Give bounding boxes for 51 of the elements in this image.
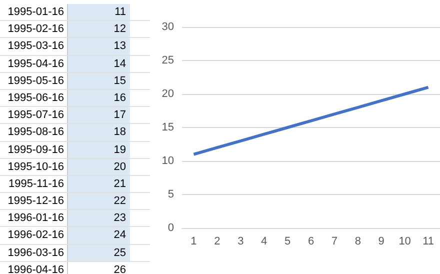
x-tick-label: 6: [308, 236, 314, 248]
y-tick-label: 0: [168, 222, 174, 234]
x-tick-label: 1: [190, 236, 197, 248]
text: 1995-09-16: [6, 142, 65, 158]
x-tick-label: 9: [378, 236, 384, 248]
text: 19: [67, 142, 130, 158]
text: 16: [67, 90, 130, 106]
text: 26: [67, 262, 130, 274]
text: 1995-12-16: [6, 194, 65, 210]
text: 1995-08-16: [6, 125, 65, 140]
text: 1996-03-16: [6, 246, 65, 261]
text: 18: [67, 124, 130, 140]
text: 1996-02-16: [6, 228, 65, 244]
text: 11: [67, 4, 130, 20]
text: 1995-02-16: [6, 22, 65, 38]
x-tick-label: 8: [354, 236, 361, 248]
text: 24: [67, 227, 130, 244]
x-tick-label: 7: [331, 236, 338, 248]
text: 1995-03-16: [6, 39, 65, 54]
line-series: [192, 86, 430, 156]
y-tick-label: 20: [162, 88, 174, 100]
y-tick-label: 10: [162, 155, 174, 167]
y-tick-label: 25: [162, 54, 174, 66]
y-tick-label: 15: [162, 122, 174, 134]
y-tick-label: 30: [162, 21, 174, 33]
text: 1995-05-16: [6, 74, 65, 89]
x-tick-label: 2: [214, 236, 220, 248]
text: 12: [67, 21, 130, 38]
text: 14: [67, 56, 130, 72]
text: 25: [67, 244, 130, 261]
x-tick-label: 11: [422, 236, 434, 248]
text: 1996-04-16: [6, 262, 65, 274]
x-tick-label: 3: [238, 236, 244, 248]
text: 15: [67, 72, 130, 89]
y-tick-label: 5: [168, 188, 174, 200]
text: 22: [67, 193, 130, 210]
text: 1995-04-16: [6, 56, 65, 72]
text: 1995-10-16: [6, 160, 65, 175]
text: 21: [67, 176, 130, 192]
text: 13: [67, 38, 130, 55]
text: 1996-01-16: [6, 211, 65, 226]
x-tick-label: 10: [398, 236, 411, 248]
text: 17: [67, 107, 130, 124]
text: 23: [67, 210, 130, 226]
text: 1995-06-16: [6, 90, 65, 106]
text: 1995-01-16: [6, 5, 65, 20]
text: 1995-07-16: [6, 108, 65, 124]
x-tick-label: 4: [261, 236, 268, 248]
x-tick-label: 5: [284, 236, 291, 248]
text: 20: [67, 158, 130, 175]
text: 1995-11-16: [8, 176, 65, 192]
